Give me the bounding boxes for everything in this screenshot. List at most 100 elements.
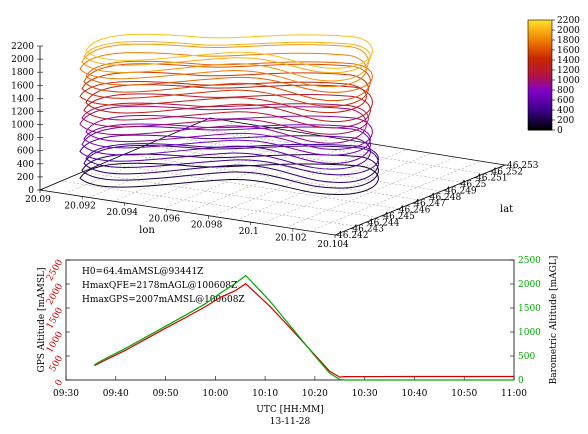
colorbar-segment: [528, 53, 552, 56]
colorbar-tick-label: 1600: [557, 46, 580, 56]
x-tick-label: 10:40: [401, 389, 427, 399]
y-left-tick-label: 1500: [45, 306, 65, 331]
colorbar-segment: [528, 34, 552, 37]
colorbar-segment: [528, 25, 552, 28]
colorbar-segment: [528, 93, 552, 96]
colorbar-segment: [528, 51, 552, 54]
lat-tick-label: 46.245: [383, 212, 415, 222]
colorbar-segment: [528, 102, 552, 105]
colorbar-segment: [528, 31, 552, 34]
colorbar-segment: [528, 87, 552, 91]
z-tick-label: 600: [17, 147, 34, 157]
lon-tick-label: 20.092: [64, 201, 96, 211]
colorbar-tick-label: 0: [557, 126, 563, 136]
flight-loop: [79, 134, 371, 170]
colorbar-tick-label: 1800: [557, 36, 580, 46]
x-tick-label: 10:00: [202, 389, 228, 399]
colorbar-tick-label: 2200: [557, 16, 580, 26]
colorbar-segment: [528, 120, 552, 124]
colorbar-segment: [528, 56, 552, 59]
flight-loop: [83, 63, 371, 102]
z-tick-label: 1000: [11, 121, 34, 131]
lon-axis-label: lon: [139, 225, 155, 236]
lat-tick-label: 46.247: [414, 199, 446, 209]
colorbar-segment: [528, 115, 552, 118]
flight-loop: [83, 144, 379, 183]
flight-loop: [81, 71, 369, 107]
colorbar-segment: [528, 76, 552, 80]
lat-axis-label: lat: [500, 204, 513, 215]
colorbar-segment: [528, 95, 552, 98]
colorbar-segment: [528, 124, 552, 127]
colorbar-tick-label: 600: [557, 96, 574, 106]
lon-tick-label: 20.104: [317, 240, 349, 250]
x-tick-label: 10:20: [302, 389, 328, 399]
x-tick-label: 10:50: [451, 389, 477, 399]
y-right-tick-label: 1000: [518, 328, 541, 338]
colorbar-segment: [528, 64, 552, 67]
lon-tick-label: 20.1: [239, 227, 259, 237]
lat-tick-label: 46.248: [430, 193, 462, 203]
colorbar-segment: [528, 58, 552, 61]
colorbar-segment: [528, 111, 552, 114]
z-tick-label: 1800: [11, 68, 34, 78]
colorbar-segment: [528, 86, 552, 89]
colorbar-segment: [528, 122, 552, 125]
colorbar-tick-label: 1400: [557, 56, 580, 66]
colorbar-segment: [528, 67, 552, 70]
floor-grid-line: [285, 156, 456, 228]
colorbar-segment: [528, 20, 552, 23]
x-tick-label: 09:50: [153, 389, 179, 399]
floor-grid-line: [61, 180, 357, 227]
z-tick-label: 200: [17, 173, 34, 183]
colorbar-segment: [528, 73, 552, 76]
y-right-axis-label: Barometric Altitude [mAGL]: [549, 256, 559, 385]
lon-tick-label: 20.098: [191, 221, 223, 231]
y-right-tick-label: 2000: [518, 280, 541, 290]
colorbar-segment: [528, 104, 552, 107]
colorbar-segment: [528, 98, 552, 102]
colorbar-tick-label: 1000: [557, 76, 580, 86]
lon-tick-label: 20.096: [149, 214, 181, 224]
floor-grid-line: [261, 153, 432, 224]
floor-grid-line: [124, 153, 421, 201]
colorbar-tick-label: 200: [557, 116, 574, 126]
colorbar-segment: [528, 106, 552, 109]
x-tick-label: 11:00: [501, 389, 527, 399]
floor-grid-line: [310, 160, 481, 232]
colorbar-segment: [528, 91, 552, 94]
y-right-tick-label: 0: [518, 376, 524, 386]
altitude-time-plot: 09:30 09:40 09:50 10:00 10:10 10:20 10:30 10:40…: [37, 256, 559, 427]
floor-grid-line: [188, 126, 484, 174]
colorbar-segment: [528, 36, 552, 39]
y-left-tick-label: 2000: [45, 282, 65, 307]
colorbar-segment: [528, 43, 552, 47]
flight-loop: [85, 33, 373, 69]
x-axis-label: UTC [HH:MM]: [256, 405, 324, 415]
lat-tick-label: 46.246: [399, 206, 431, 216]
z-tick-label: 400: [17, 160, 34, 170]
colorbar-frame: [527, 19, 553, 131]
y-right-tick-label: 1500: [518, 304, 541, 314]
x-tick-label: 09:30: [53, 389, 79, 399]
lat-tick-label: 46.244: [368, 218, 400, 228]
flight-3d-plot: 0 200 400 600 800 1000 1200 1400 1600 1800 2000 220…: [11, 33, 539, 250]
floor-grid-line: [113, 129, 284, 202]
y-left-axis-label: GPS Altitude [mAMSL]: [37, 268, 47, 373]
lat-tick-label: 46.25: [461, 180, 487, 190]
annotation-text: HmaxGPS=2007mAMSL@100608Z: [82, 295, 245, 305]
colorbar-segment: [528, 128, 552, 131]
flight-loop: [81, 125, 371, 164]
lat-tick-label: 46.253: [507, 161, 539, 171]
colorbar-segment: [528, 119, 552, 122]
colorbar-tick-label: 800: [557, 86, 574, 96]
colorbar-segment: [528, 49, 552, 52]
colorbar-segment: [528, 71, 552, 74]
z-tick-label: 2200: [11, 42, 34, 52]
colorbar-segment: [528, 21, 552, 25]
colorbar-tick-label: 1200: [557, 66, 580, 76]
colorbar-segment: [528, 29, 552, 32]
annotation-text: H0=64.4mAMSL@93441Z: [82, 267, 203, 277]
colorbar-segment: [528, 113, 552, 116]
colorbar-segment: [528, 27, 552, 30]
